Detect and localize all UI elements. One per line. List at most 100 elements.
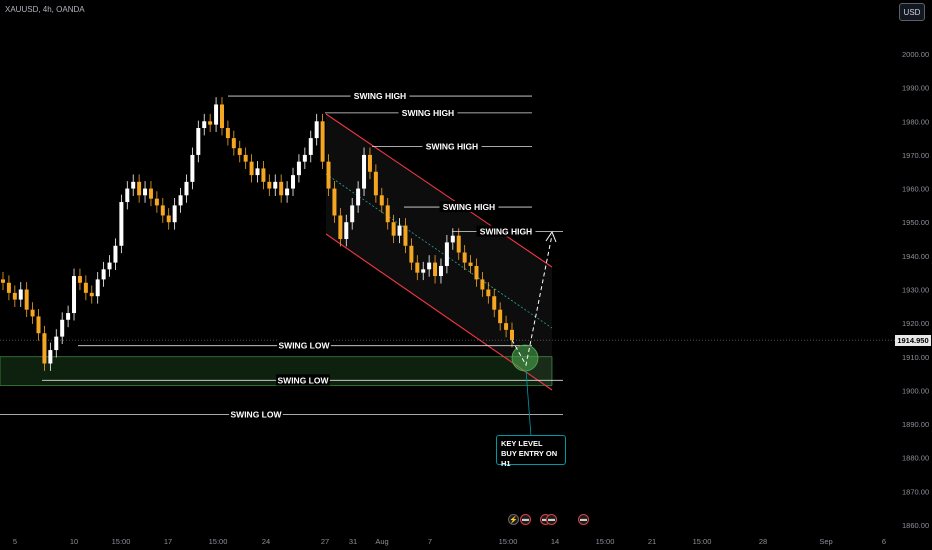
y-tick-label: 1920.00 bbox=[902, 319, 929, 328]
candle-body bbox=[320, 121, 325, 162]
swing-label: SWING LOW bbox=[279, 341, 331, 351]
channel-fill bbox=[326, 114, 552, 390]
x-tick-label: 10 bbox=[70, 537, 78, 546]
y-tick-label: 1860.00 bbox=[902, 521, 929, 530]
entry-circle bbox=[511, 344, 539, 372]
swing-label-bg bbox=[476, 225, 536, 237]
candle-body bbox=[291, 175, 296, 189]
swing-label-bg bbox=[229, 408, 283, 420]
y-tick-label: 1880.00 bbox=[902, 454, 929, 463]
candle-body bbox=[89, 292, 94, 297]
swing-label: SWING LOW bbox=[231, 410, 283, 420]
candle-body bbox=[237, 148, 242, 155]
y-tick-label: 1930.00 bbox=[902, 286, 929, 295]
candle-body bbox=[125, 188, 130, 203]
currency-button[interactable]: USD bbox=[899, 3, 925, 21]
candle-body bbox=[504, 323, 509, 330]
candle-body bbox=[462, 252, 467, 263]
candle-body bbox=[456, 235, 461, 253]
x-tick-label: 31 bbox=[349, 537, 357, 546]
projection-arrow bbox=[511, 230, 557, 437]
candle-body bbox=[137, 181, 142, 196]
candle-body bbox=[113, 245, 118, 263]
candle-body bbox=[208, 121, 213, 125]
candle-body bbox=[409, 245, 414, 263]
candle-body bbox=[492, 296, 497, 310]
x-tick-label: 15:00 bbox=[596, 537, 615, 546]
candle-body bbox=[249, 161, 254, 176]
y-tick-label: 1950.00 bbox=[902, 218, 929, 227]
candle-body bbox=[219, 104, 224, 129]
candle-body bbox=[36, 316, 41, 334]
demand-zone bbox=[0, 356, 553, 386]
y-tick-label: 1910.00 bbox=[902, 353, 929, 362]
candle-body bbox=[77, 276, 82, 283]
candle-body bbox=[415, 262, 420, 273]
candle-body bbox=[450, 235, 455, 243]
candle-body bbox=[314, 121, 319, 139]
y-tick-label: 1960.00 bbox=[902, 185, 929, 194]
projection-arrowhead bbox=[545, 230, 557, 243]
swing-label-bg bbox=[439, 201, 499, 213]
candle-body bbox=[344, 222, 349, 240]
flag-icon[interactable]: ▬ bbox=[578, 514, 589, 525]
flag-icon[interactable]: ▬ bbox=[546, 514, 557, 525]
candle-body bbox=[243, 154, 248, 162]
y-tick-label: 1890.00 bbox=[902, 420, 929, 429]
candle-body bbox=[486, 289, 491, 297]
candle-body bbox=[148, 188, 153, 199]
symbol-label: XAUUSD, 4h, OANDA bbox=[5, 5, 85, 14]
candle-body bbox=[178, 195, 183, 206]
candle-body bbox=[261, 168, 266, 182]
candle-body bbox=[143, 188, 148, 196]
x-tick-label: 15:00 bbox=[112, 537, 131, 546]
candle-body bbox=[308, 138, 313, 155]
candle-body bbox=[131, 181, 136, 189]
candle-body bbox=[42, 333, 47, 364]
candle-body bbox=[397, 225, 402, 236]
lightning-icon[interactable]: ⚡ bbox=[508, 514, 519, 525]
x-tick-label: 5 bbox=[13, 537, 17, 546]
x-tick-label: 21 bbox=[648, 537, 656, 546]
candle-body bbox=[72, 276, 77, 314]
time-axis[interactable]: 5 10 15:00 17 15:00 24 27 31 Aug 7 15:00 14 15:00 21 1… bbox=[13, 537, 886, 546]
swing-label: SWING HIGH bbox=[443, 202, 495, 212]
candle-body bbox=[24, 289, 29, 310]
x-tick-label: 28 bbox=[759, 537, 767, 546]
candle-body bbox=[433, 262, 438, 277]
y-tick-label: 1970.00 bbox=[902, 151, 929, 160]
swing-label: SWING HIGH bbox=[354, 91, 406, 101]
callout-line-1: KEY LEVEL bbox=[501, 439, 543, 448]
candle-body bbox=[427, 262, 432, 270]
candle-body bbox=[510, 329, 514, 340]
candle-body bbox=[267, 181, 272, 189]
y-tick-label: 1870.00 bbox=[902, 487, 929, 496]
candle-body bbox=[160, 205, 165, 216]
x-tick-label: 15:00 bbox=[499, 537, 518, 546]
price-axis[interactable]: 1860.00 1870.00 1880.00 1890.00 1900.00 1910.… bbox=[902, 50, 929, 530]
candle-body bbox=[468, 262, 473, 266]
candle-body bbox=[119, 202, 124, 246]
candle-body bbox=[255, 168, 260, 176]
candle-body bbox=[107, 262, 112, 270]
callout-line-2: BUY ENTRY ON H1 bbox=[501, 449, 558, 468]
candle-body bbox=[391, 222, 396, 236]
flag-icon[interactable]: ▬ bbox=[520, 514, 531, 525]
candle-body bbox=[480, 279, 485, 290]
candle-body bbox=[83, 282, 88, 293]
candle-body bbox=[332, 188, 337, 216]
candle-body bbox=[285, 188, 290, 196]
candle-body bbox=[214, 104, 219, 125]
key-level-callout: KEY LEVEL BUY ENTRY ON H1 bbox=[496, 435, 566, 468]
candle-body bbox=[367, 154, 372, 172]
candle-body bbox=[30, 309, 35, 317]
candle-body bbox=[231, 138, 236, 149]
x-tick-label: 15:00 bbox=[209, 537, 228, 546]
x-tick-label: 14 bbox=[551, 537, 559, 546]
candle-body bbox=[60, 319, 65, 337]
swing-label: SWING HIGH bbox=[426, 142, 478, 152]
swing-label-bg bbox=[277, 339, 331, 351]
candles bbox=[1, 97, 514, 371]
candle-body bbox=[202, 121, 207, 129]
